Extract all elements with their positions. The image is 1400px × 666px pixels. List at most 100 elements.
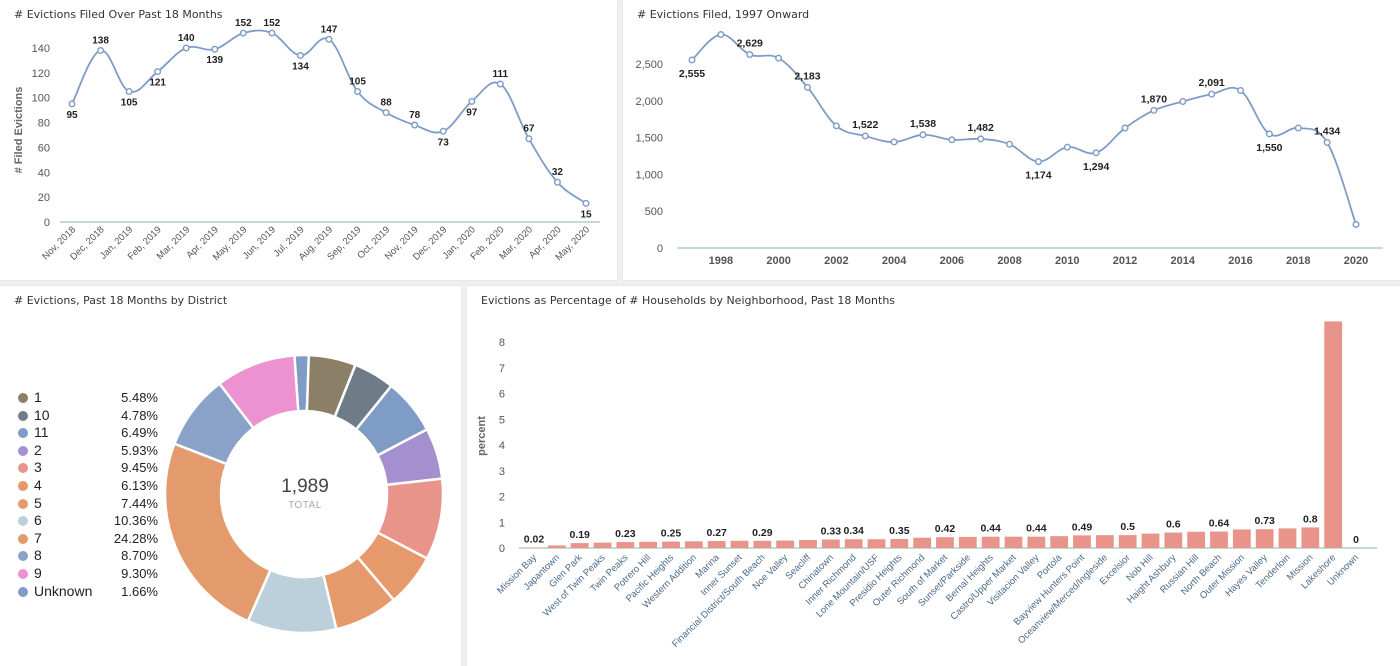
legend-item[interactable]: Unknown 1.66%	[18, 583, 158, 601]
data-label: 0.73	[1254, 515, 1275, 527]
data-label: 111	[493, 69, 509, 80]
y-tick-label: 2	[499, 492, 505, 504]
legend-swatch	[18, 551, 28, 562]
bar	[1187, 531, 1206, 548]
data-point	[182, 44, 190, 52]
data-point	[1237, 86, 1245, 94]
legend-label: 11	[34, 424, 49, 441]
data-label: 88	[381, 98, 393, 109]
legend-item[interactable]: 10 4.78%	[18, 407, 158, 425]
legend-item[interactable]: 2 5.93%	[18, 442, 158, 460]
x-tick-label: 2018	[1286, 255, 1310, 267]
bar	[890, 538, 909, 548]
bar	[570, 543, 589, 548]
data-point	[1150, 106, 1158, 114]
bar	[593, 542, 612, 548]
data-point	[354, 87, 362, 95]
donut-total-label: TOTAL	[288, 500, 322, 511]
legend-swatch	[18, 410, 28, 421]
data-point	[439, 127, 447, 135]
bar	[639, 541, 658, 548]
data-label: 152	[235, 18, 252, 29]
legend-swatch	[18, 586, 28, 597]
legend-item[interactable]: 8 8.70%	[18, 547, 158, 565]
y-tick-label: 1,000	[635, 169, 663, 181]
bar	[1232, 529, 1251, 548]
y-tick-label: 20	[38, 192, 50, 204]
y-tick-label: 500	[645, 206, 663, 218]
data-point	[890, 138, 898, 146]
data-point	[1092, 149, 1100, 157]
bar	[913, 537, 932, 548]
data-label: 0.25	[661, 528, 682, 540]
data-label: 0.27	[706, 527, 727, 539]
x-tick-label: 2006	[940, 255, 964, 267]
data-point	[211, 45, 219, 53]
data-point	[325, 35, 333, 43]
bar	[867, 539, 886, 548]
data-label: 0.19	[569, 529, 590, 541]
x-tick-label: 1998	[709, 255, 733, 267]
y-tick-label: 140	[32, 43, 50, 55]
data-label: 134	[292, 61, 309, 72]
legend-item[interactable]: 3 9.45%	[18, 459, 158, 477]
y-tick-label: 4	[499, 440, 505, 452]
data-label: 0.5	[1120, 521, 1135, 533]
bar	[1278, 528, 1297, 548]
legend-item[interactable]: 7 24.28%	[18, 530, 158, 548]
bar	[1164, 532, 1183, 548]
data-point	[553, 178, 561, 186]
data-label: 2,629	[737, 38, 763, 50]
legend-label: 3	[34, 459, 42, 476]
district-donut-chart	[163, 353, 445, 635]
legend-item[interactable]: 6 10.36%	[18, 512, 158, 530]
legend-percent: 5.93%	[121, 442, 158, 458]
bar	[1118, 535, 1137, 548]
data-label: 138	[92, 35, 109, 46]
data-label: 152	[264, 18, 281, 29]
data-point	[97, 46, 105, 54]
data-point	[411, 121, 419, 129]
data-label: 121	[149, 78, 166, 89]
data-label: 0.29	[752, 527, 773, 539]
data-label: 147	[321, 24, 338, 35]
bar	[844, 539, 863, 548]
data-label: 0	[1353, 534, 1359, 546]
data-label: 0.34	[843, 525, 864, 537]
legend-swatch	[18, 393, 28, 403]
legend-swatch	[18, 533, 28, 544]
legend-item[interactable]: 11 6.49%	[18, 424, 158, 442]
legend-item[interactable]: 4 6.13%	[18, 477, 158, 495]
data-label: 2,555	[679, 68, 705, 80]
data-point	[68, 100, 76, 108]
legend-item[interactable]: 9 9.30%	[18, 565, 158, 583]
legend-percent: 24.28%	[113, 530, 158, 546]
data-label: 1,550	[1256, 142, 1282, 154]
legend-item[interactable]: 1 5.48%	[18, 389, 158, 407]
panel-title: Evictions as Percentage of # Households …	[481, 294, 896, 307]
bar	[1210, 531, 1228, 548]
bar	[981, 536, 1000, 548]
donut-slice-7	[163, 442, 273, 623]
data-point	[268, 29, 276, 37]
y-tick-label: 100	[32, 93, 50, 105]
bar	[1004, 536, 1023, 548]
data-label: 140	[178, 33, 195, 44]
y-tick-label: 40	[38, 167, 50, 179]
legend-label: 6	[34, 512, 42, 529]
legend-label: 8	[34, 547, 42, 564]
data-point	[1208, 90, 1216, 98]
data-point	[525, 135, 533, 143]
data-label: 1,482	[968, 122, 994, 134]
legend-item[interactable]: 5 7.44%	[18, 495, 158, 513]
data-label: 2,091	[1199, 77, 1225, 89]
legend-percent: 10.36%	[113, 513, 158, 529]
y-tick-label: 5	[499, 414, 505, 426]
data-label: 0.42	[935, 523, 956, 535]
y-tick-label: 6	[499, 389, 505, 401]
legend-label: Unknown	[34, 582, 93, 599]
data-label: 0.44	[980, 523, 1001, 535]
bar	[1050, 536, 1069, 548]
legend-label: 4	[34, 476, 42, 493]
legend-label: 5	[34, 494, 42, 511]
